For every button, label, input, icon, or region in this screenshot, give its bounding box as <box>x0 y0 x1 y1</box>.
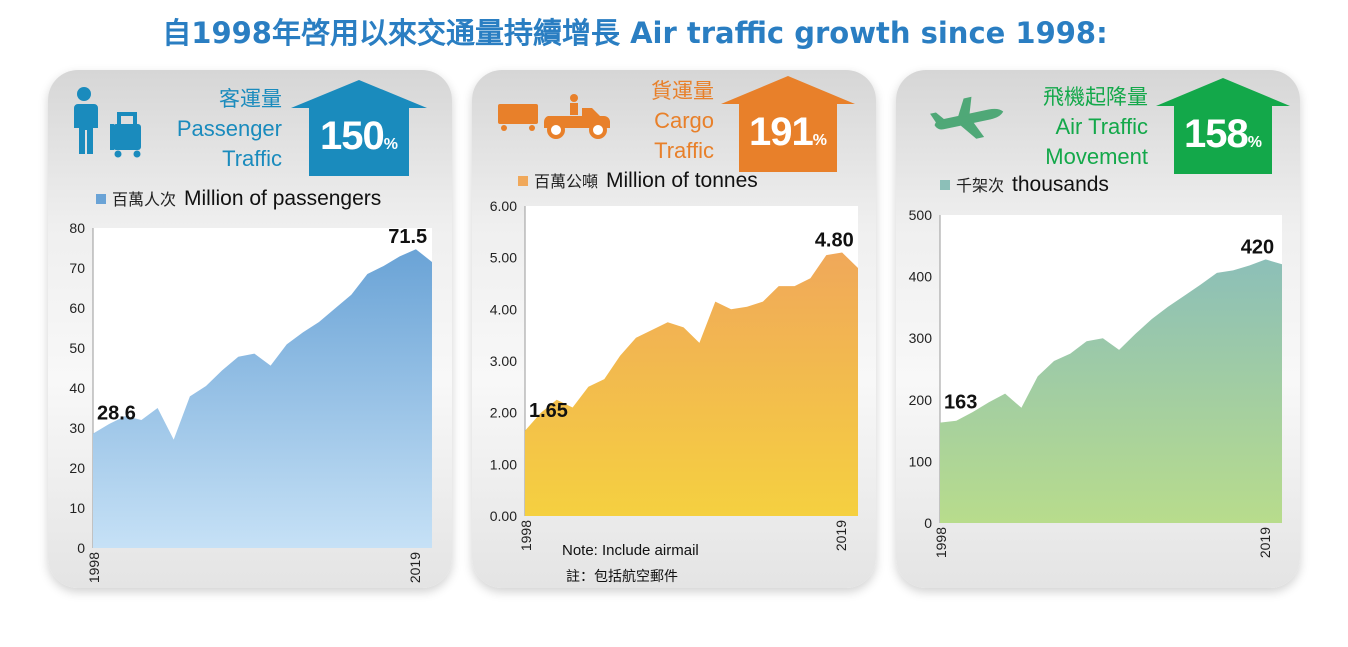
legend-label-zh: 百萬公噸 <box>534 172 599 191</box>
cargo-label: 貨運量 Cargo Traffic <box>651 76 714 166</box>
movement-legend: 千架次 thousands <box>940 172 1109 197</box>
y-tick-label: 4.00 <box>490 301 517 317</box>
y-tick-label: 500 <box>909 207 933 223</box>
x-tick-label: 1998 <box>933 527 949 558</box>
data-area <box>940 259 1282 523</box>
movement-label-en-1: Air Traffic <box>1055 114 1148 139</box>
cargo-label-en-2: Traffic <box>654 138 714 163</box>
y-tick-label: 80 <box>69 220 85 236</box>
y-tick-label: 0 <box>77 540 85 556</box>
data-label-start: 163 <box>944 392 977 414</box>
legend-swatch <box>96 194 106 204</box>
y-tick-label: 0.00 <box>490 508 517 524</box>
passenger-growth-value: 150% <box>320 114 398 158</box>
movement-growth-value: 158% <box>1184 112 1262 156</box>
passenger-traffic-panel: 客運量 Passenger Traffic 150% 百萬人次 Million … <box>48 70 452 588</box>
page-title: 自1998年啓用以來交通量持續增長 Air traffic growth sin… <box>162 16 1108 50</box>
cargo-label-zh: 貨運量 <box>651 79 714 103</box>
passenger-label-zh: 客運量 <box>219 87 282 111</box>
data-label-end: 420 <box>1241 236 1274 258</box>
x-tick-label: 2019 <box>833 520 849 551</box>
cargo-note-en: Note: Include airmail <box>562 542 699 559</box>
passenger-legend: 百萬人次 Million of passengers <box>96 186 381 211</box>
y-tick-label: 200 <box>909 392 933 408</box>
y-tick-label: 50 <box>69 340 85 356</box>
movement-area-chart: 0 100 200 300 400 500 1998 2019 163 420 <box>909 207 1282 558</box>
y-tick-label: 1.00 <box>490 456 517 472</box>
cargo-truck-icon <box>494 92 620 147</box>
cargo-traffic-panel: 貨運量 Cargo Traffic 191% 百萬公噸 Million of t… <box>472 70 876 588</box>
cargo-note-zh: 註：包括航空郵件 <box>566 569 678 585</box>
legend-label-en: thousands <box>1012 173 1109 196</box>
cargo-growth-arrow: 191% <box>721 76 855 172</box>
legend-label-zh: 千架次 <box>956 176 1005 195</box>
up-arrow-icon <box>291 80 427 176</box>
movement-label-en-2: Movement <box>1045 144 1148 169</box>
y-tick-label: 60 <box>69 300 85 316</box>
y-tick-label: 2.00 <box>490 405 517 421</box>
y-tick-label: 10 <box>69 500 85 516</box>
movement-label: 飛機起降量 Air Traffic Movement <box>1043 82 1148 172</box>
legend-swatch <box>518 176 528 186</box>
y-tick-label: 5.00 <box>490 250 517 266</box>
x-tick-label: 2019 <box>1257 527 1273 558</box>
cargo-area-chart: 0.00 1.00 2.00 3.00 4.00 5.00 6.00 1998 2019 1.65… <box>490 198 858 551</box>
legend-label-zh: 百萬人次 <box>112 190 177 209</box>
cargo-label-en-1: Cargo <box>654 108 714 133</box>
up-arrow-icon <box>721 76 855 172</box>
data-label-end: 4.80 <box>815 230 854 252</box>
y-tick-label: 20 <box>69 460 85 476</box>
cargo-legend: 百萬公噸 Million of tonnes <box>518 168 758 193</box>
passenger-luggage-icon <box>68 86 150 163</box>
cargo-growth-value: 191% <box>749 110 827 154</box>
movement-growth-arrow: 158% <box>1156 78 1290 174</box>
y-tick-label: 70 <box>69 260 85 276</box>
x-tick-label: 1998 <box>86 552 102 583</box>
up-arrow-icon <box>1156 78 1290 174</box>
x-tick-label: 2019 <box>407 552 423 583</box>
y-tick-label: 40 <box>69 380 85 396</box>
movement-label-zh: 飛機起降量 <box>1043 85 1148 109</box>
x-tick-label: 1998 <box>518 520 534 551</box>
air-traffic-movement-panel: 飛機起降量 Air Traffic Movement 158% 千架次 thou… <box>896 70 1300 588</box>
legend-label-en: Million of tonnes <box>606 169 758 192</box>
y-tick-label: 400 <box>909 269 933 285</box>
data-label-start: 28.6 <box>97 403 136 425</box>
y-tick-label: 300 <box>909 330 933 346</box>
passenger-label: 客運量 Passenger Traffic <box>177 84 282 174</box>
y-tick-label: 3.00 <box>490 353 517 369</box>
airplane-icon <box>928 94 1008 149</box>
passenger-growth-arrow: 150% <box>291 80 427 176</box>
passenger-area-chart: 0 10 20 30 40 50 60 70 80 1998 2019 28.6 71.5 <box>69 220 432 583</box>
data-area <box>525 252 858 516</box>
data-area <box>93 249 432 548</box>
legend-swatch <box>940 180 950 190</box>
legend-label-en: Million of passengers <box>184 187 382 210</box>
y-tick-label: 100 <box>909 453 933 469</box>
passenger-label-en-2: Traffic <box>222 146 282 171</box>
y-tick-label: 0 <box>924 515 932 531</box>
y-tick-label: 6.00 <box>490 198 517 214</box>
data-label-end: 71.5 <box>388 226 427 248</box>
y-tick-label: 30 <box>69 420 85 436</box>
passenger-label-en-1: Passenger <box>176 116 282 141</box>
data-label-start: 1.65 <box>529 400 568 422</box>
